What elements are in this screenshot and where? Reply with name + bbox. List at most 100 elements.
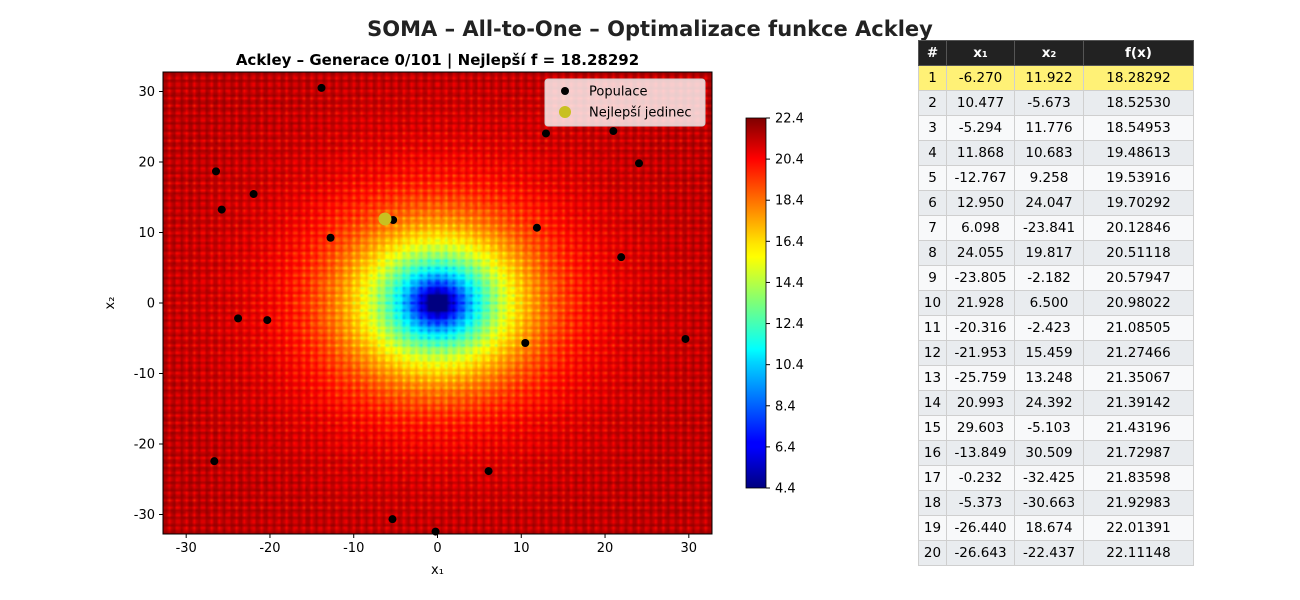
cell-index: 2 <box>918 90 947 116</box>
cell-x2: 13.248 <box>1014 365 1084 391</box>
y-tick-label: -20 <box>134 437 155 452</box>
legend: Populace Nejlepší jedinec <box>544 78 706 127</box>
x-tick-label: -20 <box>259 541 280 556</box>
cell-index: 19 <box>918 515 947 541</box>
cell-fx: 21.83598 <box>1083 465 1194 491</box>
cell-x2: 24.392 <box>1014 390 1084 416</box>
table-row: 8 24.055 19.817 20.51118 <box>918 240 1194 266</box>
cell-fx: 21.43196 <box>1083 415 1194 441</box>
cell-x2: 18.674 <box>1014 515 1084 541</box>
cell-fx: 19.53916 <box>1083 165 1194 191</box>
best-point-marker <box>378 212 392 226</box>
table-header-row: # x₁ x₂ f(x) <box>918 40 1194 66</box>
table-row: 15 29.603 -5.103 21.43196 <box>918 415 1194 441</box>
cell-fx: 19.48613 <box>1083 140 1194 166</box>
table-row: 16 -13.849 30.509 21.72987 <box>918 440 1194 466</box>
cell-index: 15 <box>918 415 947 441</box>
table-row: 2 10.477 -5.673 18.52530 <box>918 90 1194 116</box>
cell-x1: -21.953 <box>946 340 1015 366</box>
cell-index: 4 <box>918 140 947 166</box>
colorbar-tick-label: 8.4 <box>775 399 796 414</box>
cell-x2: -2.182 <box>1014 265 1084 291</box>
y-tick-label: 30 <box>138 85 155 100</box>
cell-index: 14 <box>918 390 947 416</box>
cell-fx: 22.01391 <box>1083 515 1194 541</box>
ackley-contour-heatmap <box>163 72 712 534</box>
y-axis-ticks: -30 -20 -10 0 10 20 30 <box>134 85 163 523</box>
cell-x1: 10.477 <box>946 90 1015 116</box>
population-point <box>317 83 326 92</box>
cell-fx: 20.51118 <box>1083 240 1194 266</box>
cell-x1: -25.759 <box>946 365 1015 391</box>
colorbar-tick-label: 20.4 <box>775 153 804 168</box>
colorbar-tick-label: 22.4 <box>775 112 804 127</box>
cell-fx: 19.70292 <box>1083 190 1194 216</box>
cell-index: 8 <box>918 240 947 266</box>
table-row: 11 -20.316 -2.423 21.08505 <box>918 315 1194 341</box>
table-row: 14 20.993 24.392 21.39142 <box>918 390 1194 416</box>
cell-x2: -5.103 <box>1014 415 1084 441</box>
table-row: 17 -0.232 -32.425 21.83598 <box>918 465 1194 491</box>
cell-x1: 24.055 <box>946 240 1015 266</box>
table-row: 18 -5.373 -30.663 21.92983 <box>918 490 1194 516</box>
population-point <box>210 457 219 466</box>
cell-fx: 18.28292 <box>1083 65 1194 91</box>
population-point <box>521 338 530 347</box>
table-row: 5 -12.767 9.258 19.53916 <box>918 165 1194 191</box>
cell-x2: 9.258 <box>1014 165 1084 191</box>
cell-fx: 21.72987 <box>1083 440 1194 466</box>
cell-x2: -23.841 <box>1014 215 1084 241</box>
y-tick-label: 10 <box>138 226 155 241</box>
figure-title: SOMA – All-to-One – Optimalizace funkce … <box>367 17 933 41</box>
cell-index: 13 <box>918 365 947 391</box>
colorbar-tick-label: 6.4 <box>775 440 796 455</box>
cell-index: 18 <box>918 490 947 516</box>
cell-x1: 12.950 <box>946 190 1015 216</box>
population-point <box>326 233 335 242</box>
cell-x2: 19.817 <box>1014 240 1084 266</box>
cell-x2: -32.425 <box>1014 465 1084 491</box>
population-point <box>681 334 690 343</box>
header-x1: x₁ <box>946 40 1015 66</box>
population-point <box>609 127 618 136</box>
population-point <box>212 167 221 176</box>
cell-x1: -26.440 <box>946 515 1015 541</box>
population-point <box>249 190 258 199</box>
legend-marker-best <box>559 106 571 118</box>
cell-x2: 30.509 <box>1014 440 1084 466</box>
population-point <box>532 223 541 232</box>
cell-x1: -0.232 <box>946 465 1015 491</box>
x-tick-label: 20 <box>597 541 614 556</box>
population-point <box>263 316 272 325</box>
plot-title: Ackley – Generace 0/101 | Nejlepší f = 1… <box>236 51 639 70</box>
cell-x1: -5.294 <box>946 115 1015 141</box>
population-point <box>484 467 493 476</box>
cell-index: 5 <box>918 165 947 191</box>
colorbar-tick-label: 16.4 <box>775 235 804 250</box>
population-point <box>541 129 550 138</box>
legend-marker-population <box>561 87 569 95</box>
header-fx: f(x) <box>1083 40 1194 66</box>
y-tick-label: 0 <box>147 297 155 312</box>
colorbar: 22.4 20.4 18.4 16.4 14.4 12.4 10.4 8.4 6.4 4.4 <box>745 112 804 497</box>
cell-x2: 11.922 <box>1014 65 1084 91</box>
colorbar-tick-label: 12.4 <box>775 317 804 332</box>
cell-fx: 20.57947 <box>1083 265 1194 291</box>
cell-index: 11 <box>918 315 947 341</box>
cell-x2: 24.047 <box>1014 190 1084 216</box>
colorbar-tick-label: 14.4 <box>775 276 804 291</box>
y-axis-label: x₂ <box>103 297 118 310</box>
cell-fx: 21.35067 <box>1083 365 1194 391</box>
population-point <box>234 314 243 323</box>
x-tick-label: 0 <box>433 541 441 556</box>
population-point <box>217 205 226 214</box>
population-table: # x₁ x₂ f(x) 1 -6.270 11.922 18.28292 2 10.47… <box>918 40 1194 566</box>
cell-index: 20 <box>918 540 947 566</box>
cell-fx: 21.39142 <box>1083 390 1194 416</box>
cell-x1: 20.993 <box>946 390 1015 416</box>
table-row: 10 21.928 6.500 20.98022 <box>918 290 1194 316</box>
colorbar-tick-label: 10.4 <box>775 358 804 373</box>
cell-index: 17 <box>918 465 947 491</box>
table-row: 4 11.868 10.683 19.48613 <box>918 140 1194 166</box>
